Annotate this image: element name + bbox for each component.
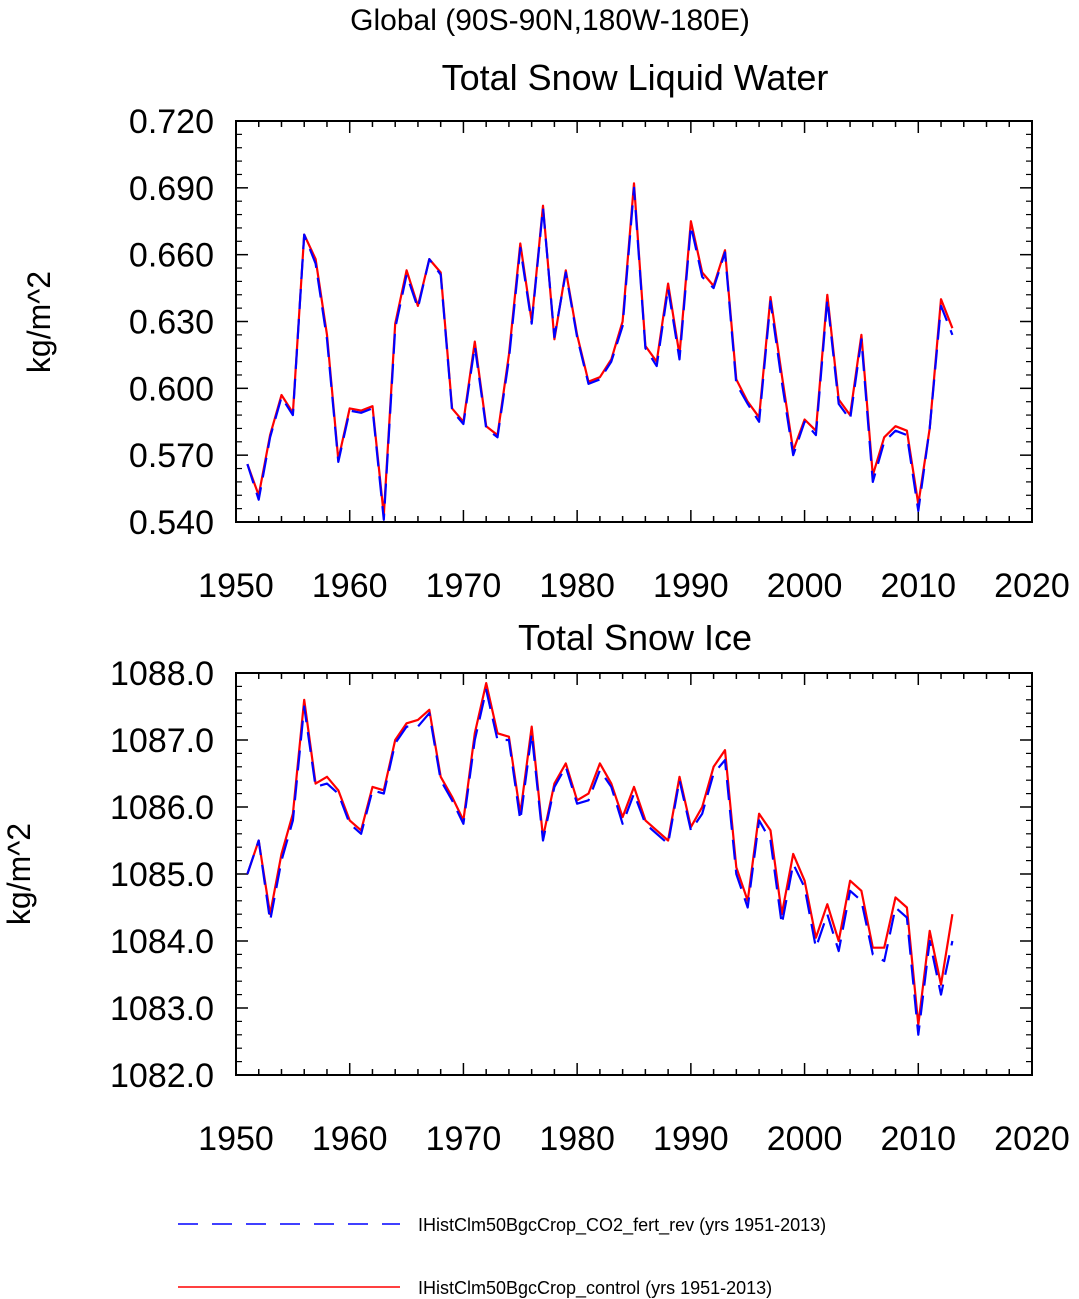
- x-tick-label: 1980: [539, 567, 615, 605]
- y-tick-label: 1087.0: [110, 722, 214, 760]
- legend-label-control: IHistClm50BgcCrop_control (yrs 1951-2013…: [418, 1278, 772, 1299]
- legend: IHistClm50BgcCrop_CO2_fert_rev (yrs 1951…: [178, 1215, 826, 1299]
- y-tick-label: 0.690: [129, 170, 214, 208]
- series-line-control: [246, 182, 954, 517]
- chart-panel-snow-liquid-water: Total Snow Liquid Water kg/m^2 1950 1960 1…: [21, 57, 1070, 605]
- x-tick-label: 2000: [767, 567, 843, 605]
- plot-frame: [235, 672, 1033, 1076]
- x-tick-label: 2000: [767, 1120, 843, 1158]
- y-tick-label: 0.720: [129, 103, 214, 141]
- x-tick-label: 1980: [539, 1120, 615, 1158]
- x-tick-label: 1950: [198, 1120, 274, 1158]
- x-tick-label: 2020: [994, 567, 1070, 605]
- x-tick-label: 1970: [426, 567, 502, 605]
- x-tick-label: 1950: [198, 567, 274, 605]
- x-tick-label: 2010: [880, 1120, 956, 1158]
- x-tick-label: 1960: [312, 567, 388, 605]
- suptitle: Global (90S-90N,180W-180E): [350, 4, 750, 37]
- y-axis-label: kg/m^2: [21, 271, 57, 373]
- y-tick-label: 1086.0: [110, 789, 214, 827]
- y-tick-label: 1082.0: [110, 1057, 214, 1095]
- y-axis-label: kg/m^2: [1, 823, 37, 925]
- chart-panel-snow-ice: Total Snow Ice kg/m^2 1950 1960 1970 1980 19…: [1, 617, 1070, 1158]
- x-tick-label: 2010: [880, 567, 956, 605]
- y-tick-label: 0.660: [129, 237, 214, 275]
- y-tick-label: 0.600: [129, 370, 214, 408]
- x-tick-label: 1960: [312, 1120, 388, 1158]
- x-tick-label: 1990: [653, 1120, 729, 1158]
- legend-label-rev: IHistClm50BgcCrop_CO2_fert_rev (yrs 1951…: [418, 1215, 826, 1236]
- chart-title: Total Snow Liquid Water: [442, 57, 829, 98]
- y-tick-label: 0.570: [129, 437, 214, 475]
- y-tick-label: 0.540: [129, 504, 214, 542]
- x-tick-label: 1970: [426, 1120, 502, 1158]
- x-tick-label: 1990: [653, 567, 729, 605]
- y-tick-label: 0.630: [129, 304, 214, 342]
- y-tick-label: 1084.0: [110, 923, 214, 961]
- y-tick-label: 1083.0: [110, 990, 214, 1028]
- series-line-co2-fert-rev: [246, 186, 954, 521]
- chart-title: Total Snow Ice: [518, 617, 752, 658]
- x-tick-label: 2020: [994, 1120, 1070, 1158]
- y-tick-label: 1088.0: [110, 655, 214, 693]
- series-line-control: [246, 681, 954, 1026]
- series-line-co2-fert-rev: [246, 688, 954, 1036]
- y-tick-label: 1085.0: [110, 856, 214, 894]
